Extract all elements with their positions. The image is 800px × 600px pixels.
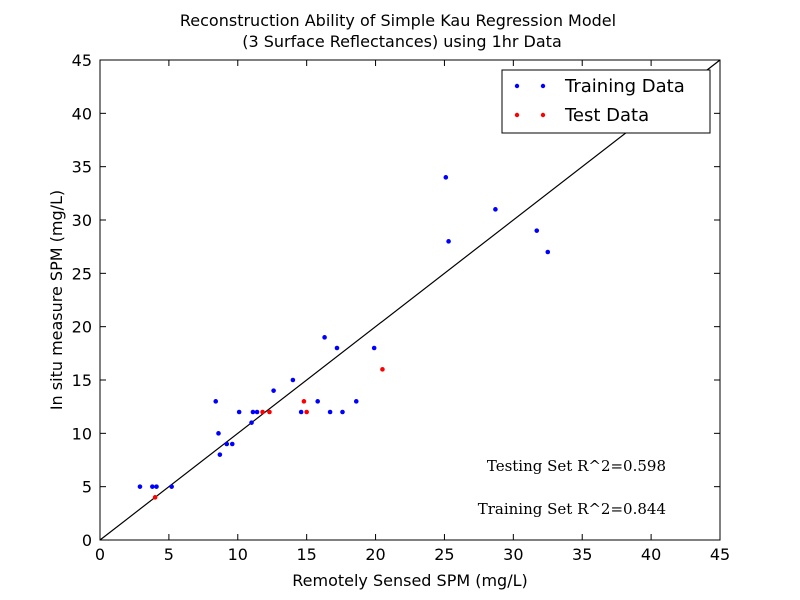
- test-data-point: [304, 409, 309, 415]
- y-tick-label: 40: [72, 104, 92, 123]
- x-axis-label: Remotely Sensed SPM (mg/L): [292, 571, 528, 590]
- training-data-point: [154, 484, 159, 489]
- x-tick-label: 5: [164, 545, 174, 564]
- training-data-point: [327, 409, 333, 415]
- legend-training-label: Training Data: [564, 76, 685, 97]
- training-data-point: [545, 249, 551, 255]
- x-tick-label: 10: [228, 545, 248, 564]
- training-data-point: [236, 409, 242, 415]
- y-tick-label: 20: [72, 318, 92, 337]
- training-data-point: [315, 399, 320, 404]
- x-tick-label: 35: [572, 545, 592, 564]
- training-data-point: [446, 239, 451, 244]
- y-tick-label: 0: [82, 531, 92, 550]
- test-data-point: [380, 367, 385, 372]
- training-r2-annotation: Training Set R^2=0.844: [478, 500, 666, 518]
- y-tick-label: 5: [82, 478, 92, 497]
- y-tick-label: 35: [72, 158, 92, 177]
- training-data-point: [217, 452, 223, 457]
- training-data-point: [534, 228, 540, 233]
- chart-title-line2: (3 Surface Reflectances) using 1hr Data: [242, 32, 562, 51]
- legend-test-marker-2: [540, 112, 546, 118]
- legend: Training Data Test Data: [501, 69, 711, 134]
- reference-line-layer: [99, 59, 721, 541]
- y-tick-label: 10: [72, 424, 92, 443]
- legend-box: [501, 69, 711, 134]
- testing-r2-annotation: Testing Set R^2=0.598: [487, 457, 666, 475]
- x-tick-label: 0: [95, 545, 105, 564]
- training-data-point: [334, 345, 340, 351]
- legend-training-marker-1: [514, 83, 520, 89]
- x-tick-label: 40: [641, 545, 661, 564]
- x-tick-label: 45: [710, 545, 730, 564]
- training-data-point: [290, 377, 296, 383]
- plot-frame: [99, 59, 721, 541]
- y-tick-label: 30: [72, 211, 92, 230]
- training-data-point: [250, 409, 256, 415]
- y-tick-label: 15: [72, 371, 92, 390]
- legend-test-label: Test Data: [564, 105, 649, 126]
- training-data-point: [353, 399, 359, 404]
- training-data-point: [322, 335, 327, 340]
- test-data-point: [301, 399, 307, 404]
- training-data-point: [229, 441, 235, 447]
- training-data-point: [249, 420, 254, 425]
- training-data-point: [493, 207, 498, 212]
- training-data-point: [443, 175, 449, 180]
- y-tick-label: 25: [72, 264, 92, 283]
- training-data-point: [298, 409, 304, 415]
- y-axis-label: In situ measure SPM (mg/L): [47, 190, 66, 410]
- training-data-point: [271, 388, 276, 393]
- training-data-point: [224, 441, 230, 447]
- training-data-point: [340, 409, 345, 415]
- x-tick-label: 20: [365, 545, 385, 564]
- training-data-point: [150, 484, 155, 489]
- training-data-point: [371, 345, 377, 351]
- one-to-one-line: [99, 59, 721, 541]
- y-tick-label: 45: [72, 51, 92, 70]
- x-tick-label: 25: [434, 545, 454, 564]
- legend-training-marker-2: [540, 83, 546, 89]
- test-data-point: [152, 495, 158, 500]
- x-tick-label: 15: [296, 545, 316, 564]
- x-tick-label: 30: [503, 545, 523, 564]
- training-data-point: [137, 484, 143, 489]
- legend-test-marker-1: [514, 112, 520, 118]
- chart-title-line1: Reconstruction Ability of Simple Kau Reg…: [180, 11, 616, 30]
- axis-ticks-layer: 0 5 10 15 20 25 30 35 40 45 0 5 10 15 20 25 30 35 40 45: [72, 51, 731, 564]
- test-data-point: [260, 409, 265, 415]
- training-data-point: [213, 399, 219, 404]
- data-points-layer: [137, 175, 551, 500]
- training-data-point: [254, 409, 260, 415]
- training-data-point: [169, 484, 174, 489]
- test-data-point: [267, 409, 272, 415]
- training-data-point: [216, 431, 221, 436]
